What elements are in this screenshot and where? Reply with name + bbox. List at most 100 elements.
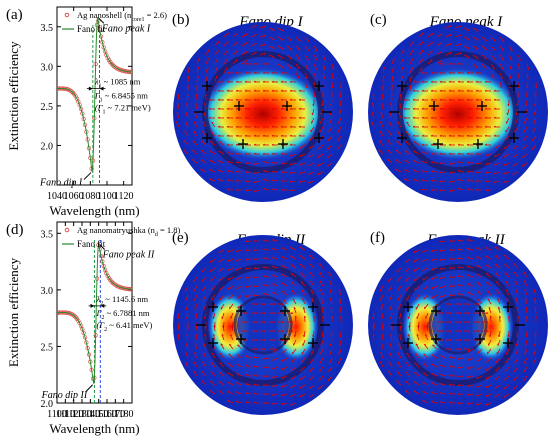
x-tick-label: 1110 [56, 409, 75, 420]
field-vector-head [331, 315, 334, 318]
field-vector-head [509, 67, 512, 70]
field-vector [214, 49, 219, 56]
field-vector-head [379, 121, 383, 124]
field-vector-head [330, 103, 332, 107]
field-vector-head [273, 330, 276, 333]
field-vector-head [264, 348, 267, 351]
field-vector [454, 25, 461, 29]
field-vector [299, 144, 306, 149]
field-vector-head [388, 121, 391, 124]
field-vector-head [457, 152, 460, 155]
field-vector-head [271, 238, 275, 241]
field-vector-head [289, 116, 292, 119]
field-vector [236, 258, 243, 262]
field-vector-head [534, 334, 536, 338]
width-arrow-right [99, 86, 104, 91]
field-vector [516, 339, 519, 346]
field-vector [196, 67, 199, 74]
field-vector-head [273, 339, 276, 342]
panel-label: (a) [6, 7, 23, 23]
field-vector [318, 153, 324, 158]
field-vector [223, 50, 229, 56]
field-vector-head [457, 98, 460, 101]
field-vector [485, 171, 492, 174]
field-vector [458, 366, 465, 369]
field-vector-head [506, 298, 509, 301]
field-vector-head [321, 306, 324, 309]
field-vector-head [192, 140, 195, 142]
field-vector [497, 339, 501, 346]
field-vector [372, 94, 375, 101]
field-vector [424, 303, 429, 310]
field-vector-head [303, 306, 306, 309]
field-vector-head [450, 303, 453, 306]
field-map-panel-0: (b) Fano dip I [172, 12, 353, 202]
field-vector [504, 272, 510, 278]
x-tick-label: 1170 [106, 409, 126, 420]
field-vector-head [430, 179, 433, 182]
field-vector-head [253, 189, 256, 192]
field-vector [244, 171, 252, 174]
field-vector [329, 357, 333, 364]
field-vector [504, 255, 510, 260]
field-vector-head [501, 58, 504, 61]
field-vector [210, 276, 216, 282]
field-vector-head [459, 303, 462, 306]
field-vector [513, 272, 519, 278]
field-vector [424, 334, 429, 341]
field-vector-head [321, 334, 323, 338]
panel-label: (e) [172, 230, 189, 246]
field-vector [313, 54, 318, 61]
field-vector [517, 81, 520, 88]
field-vector-head [503, 181, 505, 184]
annotation-lambda: λ1 ~ 1085 nm [94, 77, 141, 90]
field-vector-head [396, 380, 399, 382]
field-vector [191, 159, 198, 164]
field-vector [254, 189, 261, 192]
field-vector-head [431, 296, 434, 299]
field-vector-head [398, 343, 401, 346]
field-vector [405, 276, 411, 282]
field-vector-head [440, 51, 443, 54]
field-vector [499, 36, 505, 42]
field-vector [440, 285, 447, 289]
field-vector [218, 169, 225, 173]
field-vector-head [263, 178, 266, 181]
field-vector [454, 34, 461, 38]
field-vector [405, 140, 411, 146]
field-vector [467, 357, 474, 361]
field-vector-head [421, 143, 424, 146]
field-vector-head [475, 171, 478, 173]
field-vector [250, 33, 257, 38]
field-vector-head [467, 256, 470, 259]
field-vector [523, 366, 528, 373]
field-vector [508, 81, 511, 88]
field-vector [338, 348, 342, 355]
field-vector-head [430, 152, 433, 155]
field-vector-head [475, 179, 478, 182]
field-vector-head [297, 67, 300, 70]
field-vector-head [314, 67, 317, 70]
field-vector-head [468, 330, 471, 333]
field-vector [381, 103, 384, 110]
field-vector-head [298, 125, 301, 128]
field-vector [213, 324, 216, 332]
y-tick-label: 2.0 [41, 399, 54, 410]
field-vector [236, 401, 243, 404]
field-vector [272, 274, 279, 278]
field-vector-head [450, 321, 453, 324]
field-vector-head [280, 171, 283, 173]
field-vector [322, 330, 324, 338]
field-vector [230, 312, 234, 319]
field-vector-head [448, 125, 451, 128]
field-vector [313, 90, 315, 98]
field-vector-head [466, 402, 469, 405]
field-vector-head [340, 315, 343, 318]
field-vector-head [263, 169, 266, 172]
field-vector-head [244, 401, 248, 403]
field-vector-head [439, 286, 442, 289]
field-vector [321, 339, 324, 346]
field-vector-head [280, 98, 283, 101]
field-vector-head [194, 352, 197, 355]
field-vector [214, 58, 219, 65]
